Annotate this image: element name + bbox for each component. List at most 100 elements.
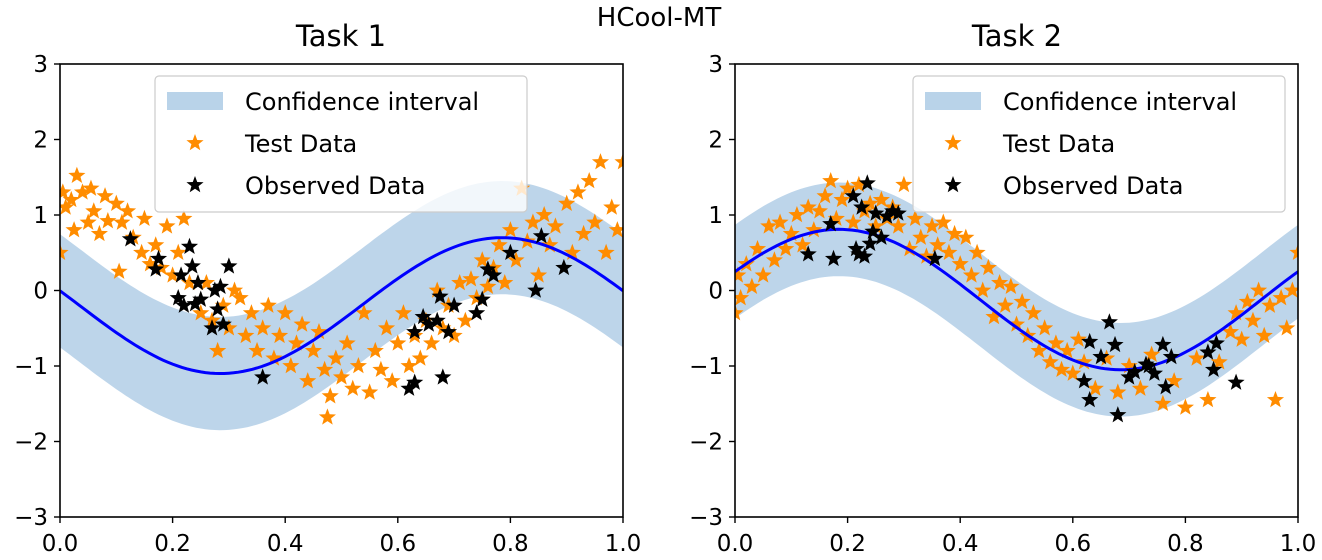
test-data-point <box>917 247 935 264</box>
test-data-point <box>169 243 187 261</box>
observed-data-point <box>1154 335 1172 353</box>
test-data-point <box>1024 304 1042 321</box>
observed-data-point <box>169 289 187 306</box>
observed-data-point <box>214 315 232 332</box>
legend-swatch-band <box>925 92 981 110</box>
observed-data-point <box>220 257 238 274</box>
test-data-point <box>158 217 176 234</box>
observed-data-point <box>428 311 446 328</box>
test-data-point <box>338 334 356 351</box>
test-data-point <box>197 273 215 291</box>
observed-data-point <box>853 198 871 215</box>
x-tick-label: 1.0 <box>605 531 642 557</box>
observed-data-point <box>1207 334 1225 351</box>
y-tick-label: 3 <box>33 52 48 78</box>
test-data-point <box>794 236 812 253</box>
test-data-point <box>1131 379 1149 396</box>
test-data-point <box>259 296 277 313</box>
test-data-point <box>60 183 72 200</box>
axes: 0.0 0.2 0.4 0.6 0.8 1.0 3 2 1 0 −1 −2 −3 <box>689 52 1316 557</box>
test-data-point <box>113 213 131 230</box>
test-data-point <box>946 224 964 242</box>
test-data-point <box>434 319 452 336</box>
legend: Confidence interval Test Data Observed Dat… <box>912 75 1286 213</box>
test-data-point <box>962 266 981 283</box>
test-data-point <box>1007 315 1026 332</box>
y-tick-label: 1 <box>708 203 723 229</box>
test-data-point <box>321 387 339 404</box>
test-data-point <box>957 228 975 245</box>
y-tick-label: −1 <box>689 354 723 380</box>
test-data-point <box>349 357 367 374</box>
test-data-point <box>923 217 941 234</box>
test-data-point <box>377 319 396 336</box>
y-tick-label: 0 <box>708 279 723 305</box>
test-data-point <box>293 315 311 332</box>
test-data-point <box>529 266 548 283</box>
y-tick-label: 2 <box>708 128 723 154</box>
test-data-point <box>541 236 559 253</box>
test-data-point <box>1255 326 1273 344</box>
legend: Confidence interval Test Data Observed Dat… <box>154 75 528 213</box>
legend-box <box>154 75 528 213</box>
test-data-point <box>974 281 992 298</box>
x-tick-label: 0.0 <box>717 531 754 557</box>
observed-data-point <box>1126 363 1144 380</box>
test-data-point <box>822 172 840 189</box>
x-tick-label: 0.2 <box>154 531 191 557</box>
test-data-point <box>546 217 564 234</box>
test-data-point <box>1278 319 1296 336</box>
y-tick-label: 2 <box>33 128 48 154</box>
test-data-point <box>735 289 750 306</box>
test-data-point <box>872 190 890 208</box>
test-data-point <box>423 334 441 351</box>
test-data-point <box>563 243 581 261</box>
test-data-point <box>310 323 328 340</box>
test-data-point <box>248 341 266 359</box>
observed-data-point <box>183 257 201 274</box>
test-data-point <box>372 360 390 378</box>
test-data-point <box>366 341 384 359</box>
x-tick-label: 0.4 <box>267 531 304 557</box>
legend-label: Observed Data <box>1003 172 1183 200</box>
legend-marker-test <box>944 134 962 151</box>
test-data-point <box>220 319 238 336</box>
observed-data-point <box>844 187 862 204</box>
test-data-point <box>1041 353 1059 370</box>
test-data-point <box>265 349 283 366</box>
test-data-point <box>1109 383 1127 400</box>
test-data-point <box>479 277 497 295</box>
y-tick-label: −3 <box>14 505 48 531</box>
observed-data-point <box>847 239 865 257</box>
test-data-point <box>782 224 800 242</box>
test-data-point <box>765 251 783 268</box>
test-data-point <box>490 236 508 253</box>
test-data-point <box>271 326 289 344</box>
test-data-point <box>743 277 761 295</box>
test-data-point <box>597 243 615 261</box>
observed-data-point <box>473 290 491 307</box>
observed-data-point <box>1145 364 1163 381</box>
test-data-point <box>304 341 322 359</box>
observed-data-point <box>1199 343 1217 360</box>
test-data-point <box>979 258 997 276</box>
x-tick-label: 0.6 <box>380 531 417 557</box>
test-data-point <box>839 179 857 196</box>
x-tick-label: 0.6 <box>1055 531 1092 557</box>
test-data-point <box>287 334 306 351</box>
observed-data-point <box>1227 373 1245 390</box>
test-data-point <box>591 153 610 170</box>
test-data-point <box>608 221 623 238</box>
test-data-point <box>1227 304 1245 321</box>
y-tick-label: −2 <box>689 430 723 456</box>
mean-line <box>735 227 1298 372</box>
legend-marker-observed <box>944 176 962 193</box>
test-data-point <box>141 255 159 272</box>
observed-data-point <box>799 245 817 262</box>
observed-data-point <box>858 174 876 191</box>
panel-task-2: Task 2 0.0 0.2 0.4 0.6 0.8 1.0 3 2 1 0 −1 −2 −3 Conf… <box>689 19 1316 557</box>
observed-data-point <box>406 373 424 390</box>
test-data-point <box>1052 360 1071 378</box>
test-data-point <box>569 183 587 200</box>
observed-data-point <box>1109 406 1127 423</box>
